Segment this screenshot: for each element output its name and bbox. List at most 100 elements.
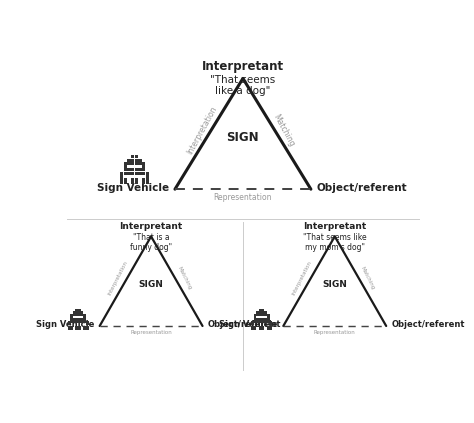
Bar [259,311,262,313]
Bar [135,172,138,175]
Text: SIGN: SIGN [322,280,347,289]
Bar [120,178,123,181]
Text: Interpretation: Interpretation [107,260,129,296]
Text: Representation: Representation [314,330,356,335]
Bar [146,175,149,178]
Bar [67,321,70,323]
Bar [142,168,146,171]
Bar [120,172,123,175]
Bar [127,159,131,162]
Bar [124,172,127,175]
Bar [83,314,86,316]
Bar [262,314,264,316]
Bar [75,309,78,311]
Bar [70,314,73,316]
Text: Matching: Matching [272,113,296,148]
Bar [254,316,256,318]
Bar [70,321,73,323]
Text: Object/referent: Object/referent [317,183,407,192]
Bar [135,178,138,181]
Bar [124,181,127,184]
Bar [138,159,142,162]
Bar [78,309,81,311]
Bar [270,326,272,328]
Bar [254,328,256,330]
Bar [75,328,78,330]
Bar [124,178,127,181]
Bar [267,314,270,316]
Bar [78,326,81,328]
Bar [256,314,259,316]
Bar [78,319,81,321]
Bar [264,319,267,321]
Bar [120,175,123,178]
Bar [83,321,86,323]
Bar [70,328,73,330]
Bar [131,155,134,158]
Text: Interpretation: Interpretation [291,260,313,296]
Bar [259,309,262,311]
Bar [75,314,78,316]
Bar [75,319,78,321]
Bar [267,316,270,318]
Bar [81,321,83,323]
Bar [267,321,270,323]
Bar [70,326,73,328]
Bar [254,326,256,328]
Text: SIGN: SIGN [139,280,164,289]
Text: Representation: Representation [214,193,272,202]
Bar [251,326,254,328]
Bar [86,326,89,328]
Bar [131,178,134,181]
Bar [124,168,127,171]
Bar [267,319,270,321]
Bar [256,311,259,313]
Bar [73,311,75,313]
Bar [142,178,146,181]
Bar [267,326,270,328]
Text: Representation: Representation [130,330,172,335]
Bar [262,311,264,313]
Bar [270,321,272,323]
Bar [70,319,73,321]
Text: Matching: Matching [360,266,375,290]
Bar [270,323,272,325]
Bar [81,319,83,321]
Bar [78,328,81,330]
Bar [251,321,254,323]
Text: "That seems like
my mom's dog": "That seems like my mom's dog" [303,233,366,252]
Bar [135,181,138,184]
Text: SIGN: SIGN [227,131,259,143]
Bar [270,328,272,330]
Bar [124,162,127,165]
Bar [135,168,138,171]
Bar [135,155,138,158]
Text: Interpretation: Interpretation [185,105,219,156]
Bar [146,172,149,175]
Bar [264,311,267,313]
Bar [83,326,86,328]
Bar [86,328,89,330]
Bar [83,319,86,321]
Bar [124,165,127,168]
Text: Sign Vehicle: Sign Vehicle [36,320,94,329]
Bar [138,162,142,165]
Bar [254,319,256,321]
Bar [262,319,264,321]
Bar [254,321,256,323]
Bar [127,162,131,165]
Bar [78,311,81,313]
Bar [67,326,70,328]
Bar [83,328,86,330]
Bar [256,321,259,323]
Text: Matching: Matching [176,266,192,290]
Bar [78,321,81,323]
Bar [262,309,264,311]
Bar [259,319,262,321]
Bar [138,168,142,171]
Bar [142,162,146,165]
Bar [256,319,259,321]
Bar [142,165,146,168]
Bar [86,321,89,323]
Bar [75,326,78,328]
